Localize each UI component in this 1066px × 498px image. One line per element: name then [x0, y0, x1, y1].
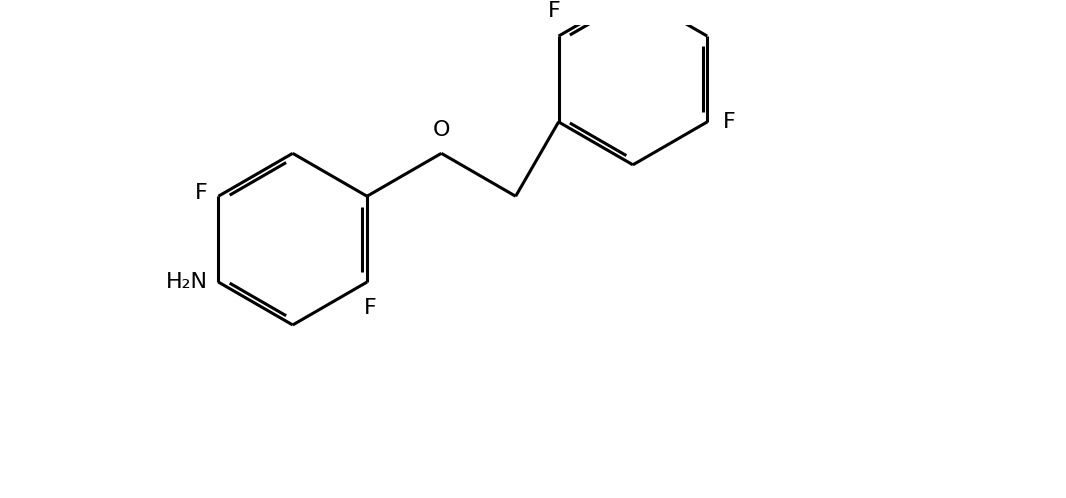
Text: F: F	[365, 297, 377, 318]
Text: F: F	[195, 183, 208, 203]
Text: O: O	[433, 120, 450, 139]
Text: F: F	[548, 0, 561, 20]
Text: F: F	[723, 112, 736, 132]
Text: H₂N: H₂N	[166, 272, 208, 292]
